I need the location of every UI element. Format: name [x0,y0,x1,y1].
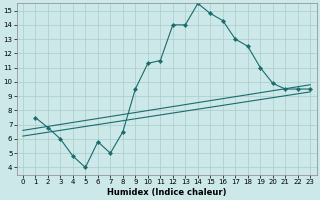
X-axis label: Humidex (Indice chaleur): Humidex (Indice chaleur) [107,188,226,197]
